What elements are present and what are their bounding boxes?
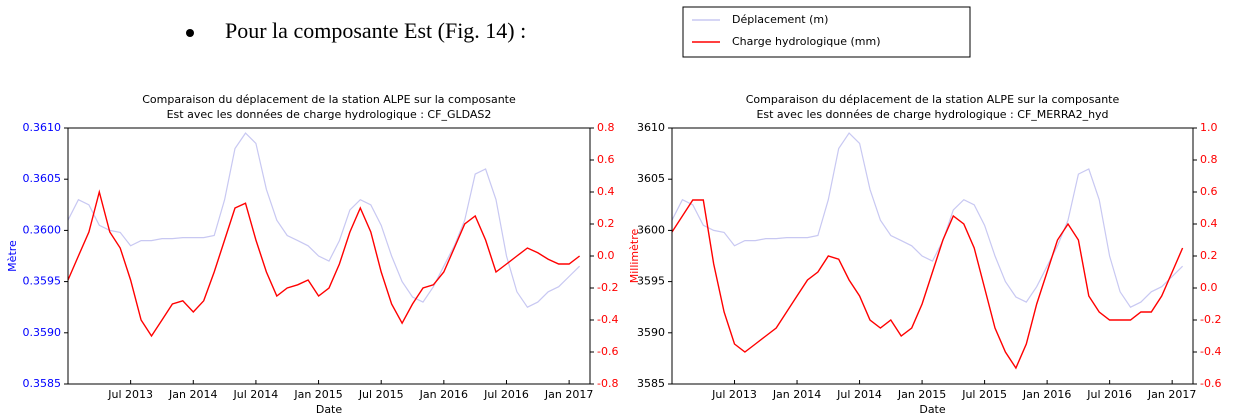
y-tick-label: -0.4 [597,313,618,326]
y-tick-label: -0.4 [1200,345,1221,358]
bullet-text: Pour la composante Est (Fig. 14) : [225,18,526,43]
x-tick-label: Jul 2015 [358,388,404,401]
x-tick-label: Jul 2016 [483,388,529,401]
series-line [67,189,581,338]
plot-frame [67,127,591,385]
x-tick-label: Jul 2016 [1086,388,1132,401]
legend-label: Charge hydrologique (mm) [732,35,881,48]
y-tick-label: 0.4 [1200,217,1218,230]
y-tick-label: 0.3595 [23,275,62,288]
x-tick-label: Jan 2016 [419,388,468,401]
x-tick-label: Jan 2014 [772,388,821,401]
series-line [67,132,581,308]
y-tick-label: 0.2 [1200,249,1218,262]
y-tick-label: 0.0 [597,249,615,262]
chart-title: Comparaison du déplacement de la station… [746,93,1120,106]
x-tick-label: Jul 2015 [961,388,1007,401]
x-tick-label: Jan 2017 [1147,388,1196,401]
x-tick-label: Jan 2017 [544,388,593,401]
y-axis-label: Mètre [6,240,19,272]
y-tick-label: 0.3585 [23,377,62,390]
y-tick-label: 0.2 [597,217,615,230]
y-tick-label: 3610 [637,121,665,134]
x-axis-label: Date [316,403,343,416]
y-tick-label: -0.2 [597,281,618,294]
x-tick-label: Jul 2013 [711,388,757,401]
y-tick-label: 3605 [637,172,665,185]
x-tick-label: Jan 2015 [897,388,946,401]
y-tick-label: 0.4 [597,185,615,198]
plot-frame [671,127,1194,385]
x-tick-label: Jul 2013 [107,388,153,401]
y-tick-label: 3590 [637,326,665,339]
x-axis-label: Date [919,403,946,416]
y-tick-label: 0.8 [1200,153,1218,166]
x-tick-label: Jul 2014 [836,388,882,401]
y-tick-label: 0.3590 [23,326,62,339]
y-tick-label: 0.3600 [23,223,62,236]
y-tick-label: 0.6 [597,153,615,166]
x-tick-label: Jul 2014 [233,388,279,401]
bullet-dot [186,29,194,37]
y-tick-label: 0.0 [1200,281,1218,294]
y2-axis-label: Millimètre [628,228,641,283]
y-tick-label: 0.3605 [23,172,62,185]
y-tick-label: 0.8 [597,121,615,134]
x-tick-label: Jan 2014 [168,388,217,401]
series-line [671,132,1184,308]
y-tick-label: 3585 [637,377,665,390]
legend-label: Déplacement (m) [732,13,828,26]
y-tick-label: 1.0 [1200,121,1218,134]
chart-title: Comparaison du déplacement de la station… [142,93,516,106]
legend-box [682,6,971,58]
y-tick-label: -0.6 [597,345,618,358]
y-tick-label: 0.6 [1200,185,1218,198]
x-tick-label: Jan 2016 [1022,388,1071,401]
y-tick-label: 3600 [637,223,665,236]
y-tick-label: -0.2 [1200,313,1221,326]
y-tick-label: -0.6 [1200,377,1221,390]
y-tick-label: 0.3610 [23,121,62,134]
chart-title: Est avec les données de charge hydrologi… [756,108,1108,121]
series-line [671,199,1184,370]
chart-title: Est avec les données de charge hydrologi… [167,108,492,121]
y-tick-label: -0.8 [597,377,618,390]
x-tick-label: Jan 2015 [293,388,342,401]
y-tick-label: 3595 [637,275,665,288]
